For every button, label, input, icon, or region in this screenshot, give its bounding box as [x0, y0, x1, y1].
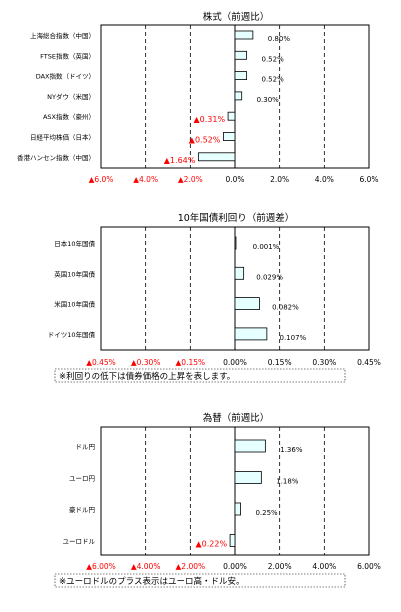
chart-panel-3: 為替（前週比） ドル円 1.36% ユーロ円 1.18% 豪ドル円 0.25% ユーロドル ▲0… — [54, 412, 381, 588]
tick-label: 0.00% — [223, 562, 247, 571]
tick-label: ▲2.00% — [176, 562, 206, 571]
bar — [234, 471, 262, 484]
tick-label: ▲6.00% — [86, 562, 116, 571]
tick-label: 0.30% — [312, 358, 336, 367]
note-box — [54, 368, 346, 383]
category-label: 香港ハンセン指数（中国） — [17, 153, 95, 162]
bar — [234, 439, 266, 453]
category-label: ASX指数（豪州） — [43, 112, 95, 121]
bar — [229, 534, 236, 547]
tick-label: ▲4.00% — [131, 562, 161, 571]
bar — [234, 236, 237, 250]
chart-panel-2: 10年国債利回り（前週差） 日本10年国債 0.001% 英国10年国債 0.029% 米… — [48, 212, 381, 383]
tick-label: 0.0% — [225, 175, 244, 184]
note-text: ※利回りの低下は債券価格の上昇を表します。 — [59, 371, 235, 382]
tick-label: ▲0.45% — [86, 358, 116, 367]
category-label: ユーロドル — [63, 538, 96, 546]
data-label: ▲1.64% — [164, 156, 196, 165]
bar — [234, 502, 241, 516]
tick-label: ▲4.0% — [133, 175, 158, 184]
data-label: 0.25% — [255, 509, 278, 517]
category-label: 日本10年国債 — [54, 239, 95, 248]
data-label: 0.80% — [268, 35, 291, 43]
bar — [234, 266, 245, 280]
tick-label: 2.00% — [268, 562, 292, 571]
tick-label: ▲2.0% — [178, 175, 203, 184]
chart-title: 株式（前週比） — [203, 11, 270, 23]
note-text: ※ユーロドルのプラス表示はユーロ高・ドル安。 — [59, 576, 244, 587]
tick-label: 0.45% — [357, 358, 381, 367]
bar — [234, 91, 243, 101]
data-label: ▲0.52% — [189, 136, 221, 145]
tick-label: 6.0% — [359, 175, 378, 184]
data-label: 0.107% — [280, 334, 307, 342]
tick-label: ▲0.15% — [176, 358, 206, 367]
chart-panel-1: 株式（前週比） 上海総合指数（中国） 0.80% FTSE指数（英国） 0.52% DAX… — [17, 11, 379, 184]
data-label: 0.52% — [261, 76, 284, 84]
chart-title: 10年国債利回り（前週差） — [178, 212, 295, 224]
data-label: 1.18% — [276, 478, 299, 486]
bar — [234, 327, 268, 341]
category-label: 上海総合指数（中国） — [30, 31, 95, 40]
tick-label: 4.00% — [312, 562, 336, 571]
category-label: NYダウ（米国） — [47, 92, 95, 101]
bar — [234, 50, 248, 60]
data-label: 0.029% — [256, 273, 283, 281]
category-label: ユーロ円 — [69, 475, 95, 483]
category-label: 英国10年国債 — [54, 269, 95, 278]
tick-label: 4.0% — [315, 175, 334, 184]
tick-label: 2.0% — [270, 175, 289, 184]
tick-label: 0.15% — [268, 358, 292, 367]
bar — [197, 152, 236, 162]
data-label: 0.30% — [257, 96, 280, 104]
category-label: 日経平均株価（日本） — [30, 133, 95, 142]
chart-title: 為替（前週比） — [203, 412, 270, 424]
category-label: ドイツ10年国債 — [48, 330, 96, 339]
tick-label: ▲0.30% — [131, 358, 161, 367]
data-label: ▲0.31% — [193, 115, 225, 124]
category-label: FTSE指数（英国） — [40, 51, 95, 60]
data-label: ▲0.22% — [196, 540, 228, 549]
note-box — [54, 573, 346, 588]
tick-label: 0.00% — [223, 358, 247, 367]
category-label: ドル円 — [76, 443, 96, 451]
data-label: 0.52% — [261, 55, 284, 63]
bar — [234, 30, 254, 40]
bar — [227, 111, 236, 121]
bar — [234, 71, 248, 80]
tick-label: ▲6.0% — [89, 175, 114, 184]
data-label: 0.001% — [253, 243, 280, 251]
tick-label: 6.00% — [357, 562, 381, 571]
category-label: 米国10年国債 — [54, 300, 95, 309]
category-label: DAX指数（ドイツ） — [36, 72, 95, 81]
category-label: 豪ドル円 — [69, 505, 95, 514]
data-label: 0.082% — [272, 304, 299, 312]
data-label: 1.36% — [280, 446, 303, 454]
bar — [222, 132, 236, 141]
bar — [234, 297, 260, 311]
